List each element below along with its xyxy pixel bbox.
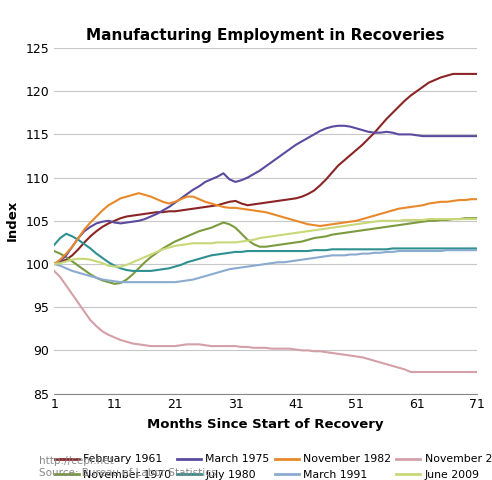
Legend: February 1961, November 1970, March 1975, July 1980, November 1982, March 1991, : February 1961, November 1970, March 1975… [55,454,492,480]
Y-axis label: Index: Index [5,200,18,241]
Text: http://cepr.net
Source: Bureau of Labor Statistics: http://cepr.net Source: Bureau of Labor … [39,456,217,478]
X-axis label: Months Since Start of Recovery: Months Since Start of Recovery [148,419,384,432]
Title: Manufacturing Employment in Recoveries: Manufacturing Employment in Recoveries [87,28,445,43]
